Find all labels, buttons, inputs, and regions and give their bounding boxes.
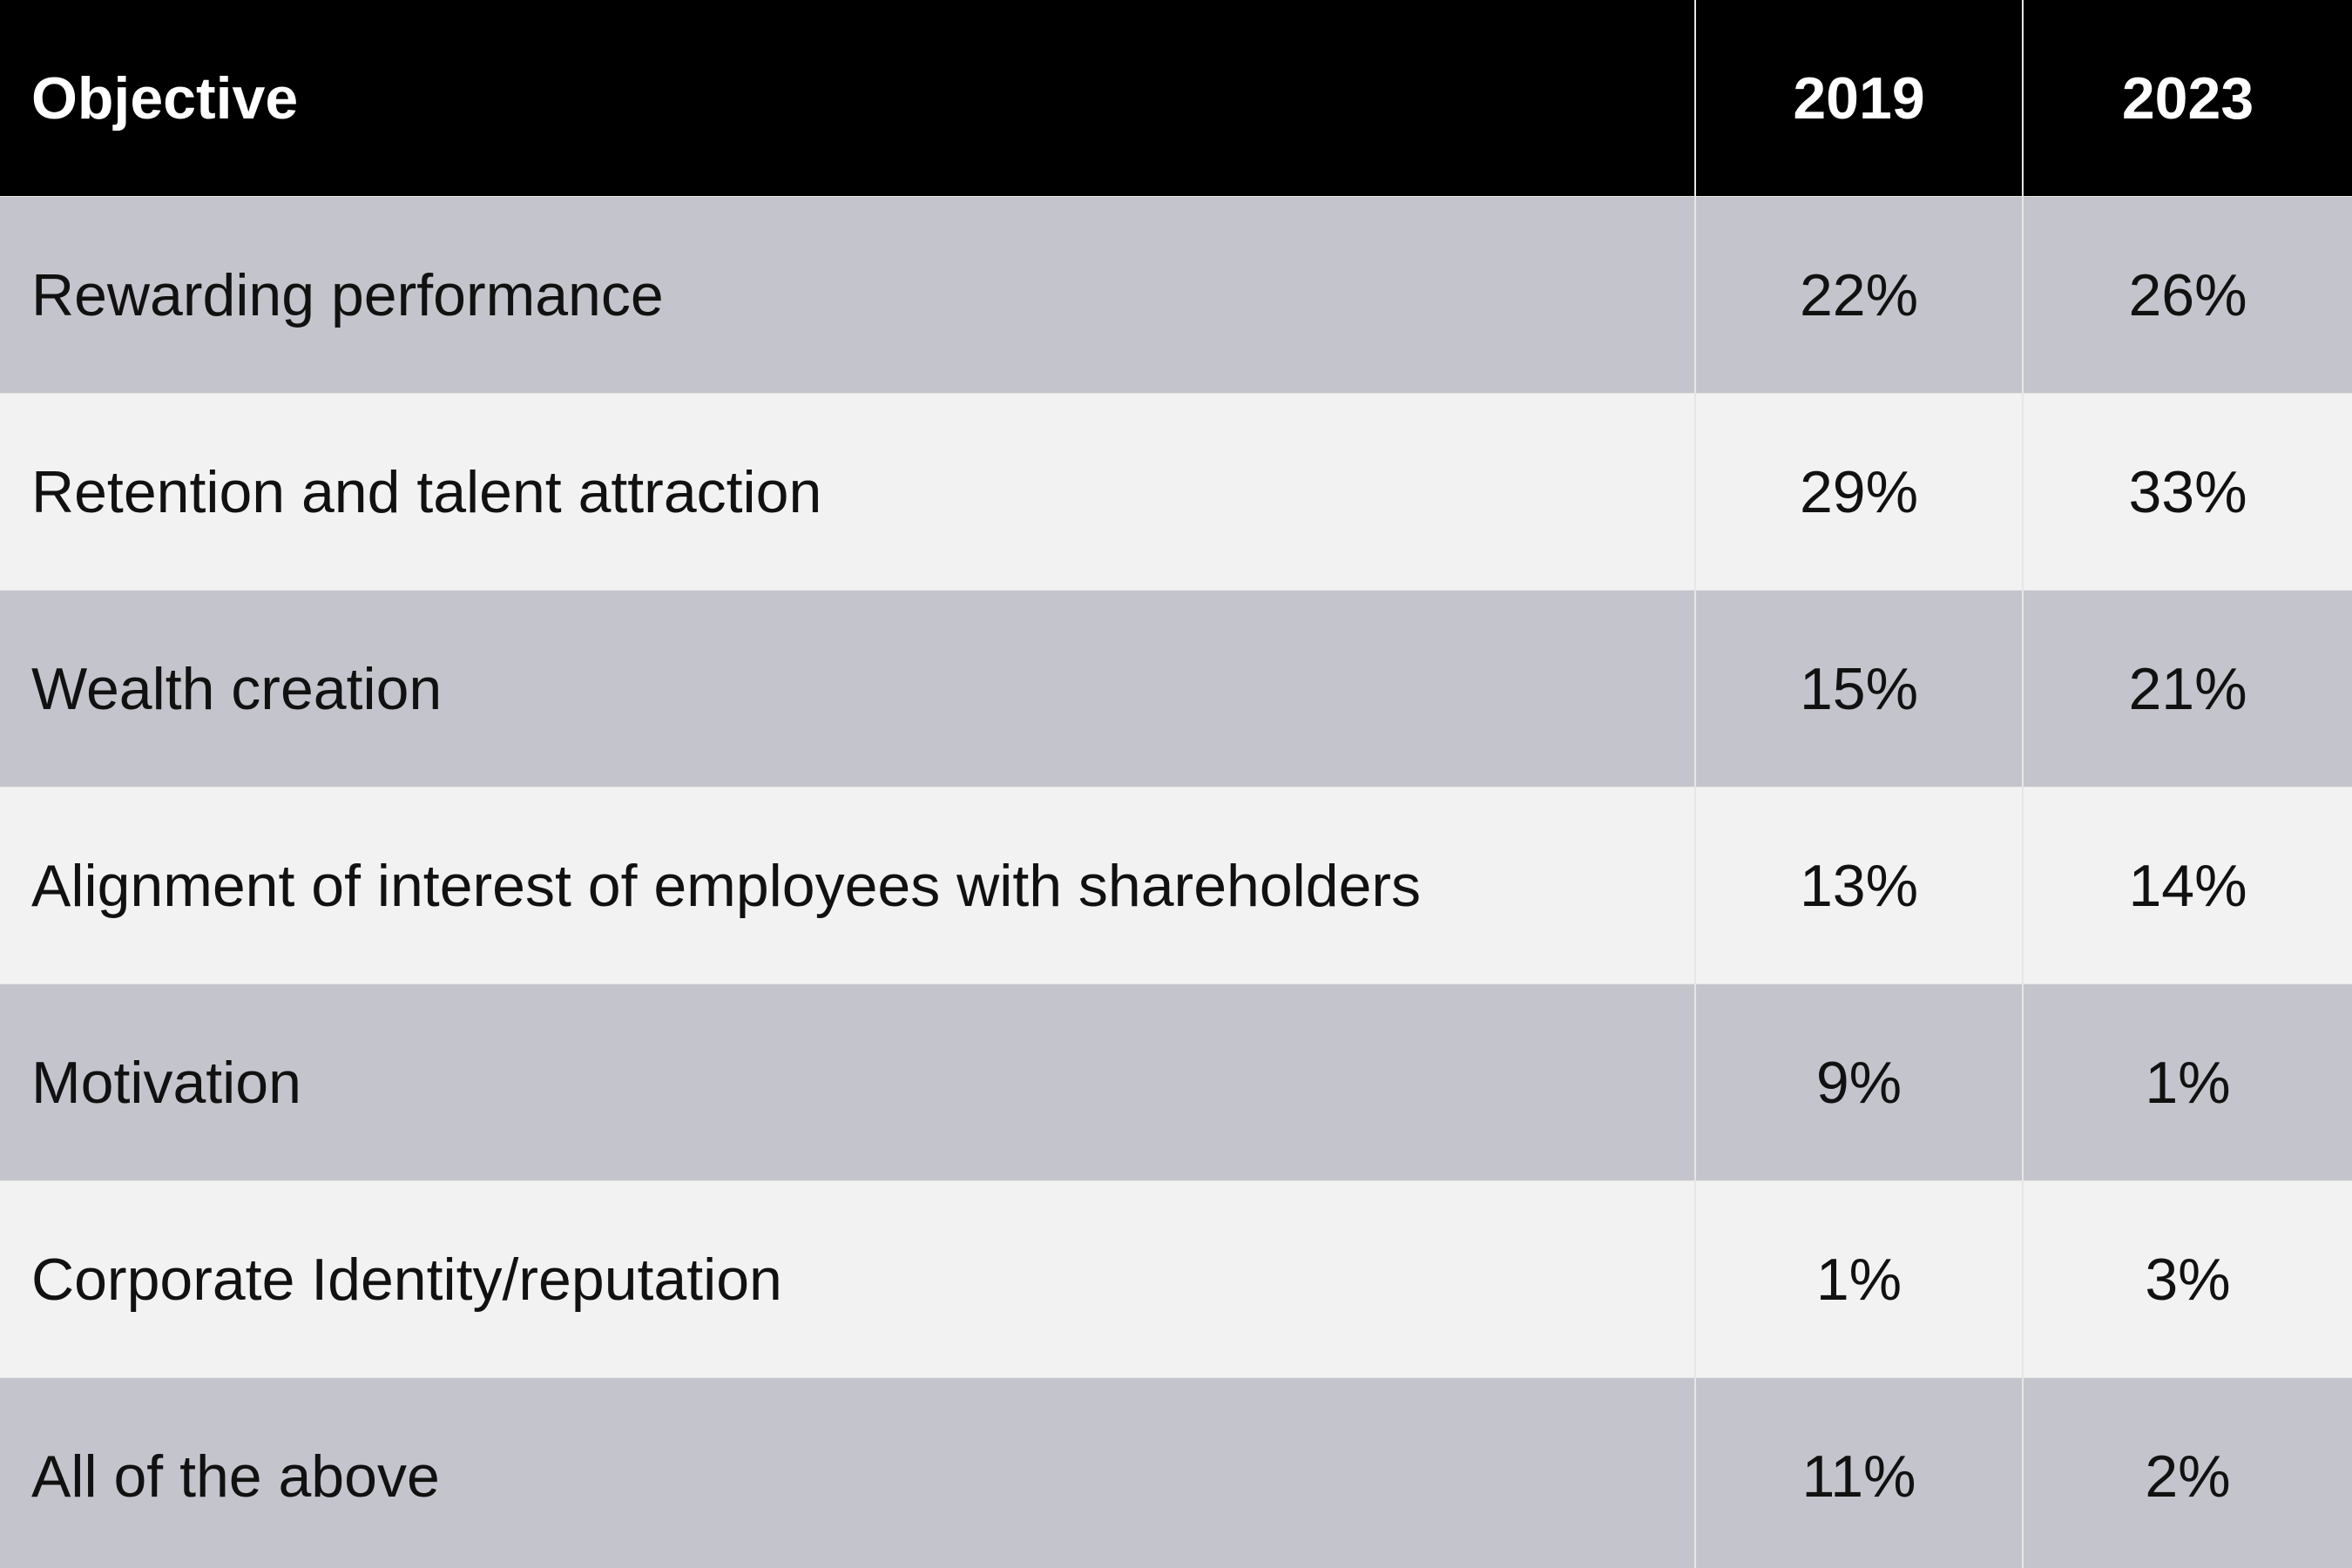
percent-cell: 9% [1695,983,2024,1181]
table-row: All of the above 11% 2% [0,1377,2352,1568]
table-row: Alignment of interest of employees with … [0,787,2352,984]
objective-cell: Rewarding performance [0,196,1696,394]
objective-cell: Corporate Identity/reputation [0,1180,1696,1378]
objective-cell: Wealth creation [0,590,1696,787]
table-head: Objective 2019 2023 [0,0,2352,197]
objective-cell: All of the above [0,1377,1696,1568]
percent-cell: 1% [2023,983,2352,1181]
table-body: Rewarding performance 22% 26% Retention and… [0,196,2352,1568]
header-cell: 2023 [2023,0,2352,197]
percent-cell: 26% [2023,196,2352,394]
percent-cell: 13% [1695,787,2024,984]
percent-cell: 11% [1695,1377,2024,1568]
table-row: Wealth creation 15% 21% [0,590,2352,787]
header-cell: 2019 [1695,0,2024,197]
table-row: Rewarding performance 22% 26% [0,196,2352,394]
table-row: Corporate Identity/reputation 1% 3% [0,1180,2352,1378]
percent-cell: 14% [2023,787,2352,984]
header-row: Objective 2019 2023 [0,0,2352,197]
percent-cell: 21% [2023,590,2352,787]
objective-cell: Retention and talent attraction [0,393,1696,591]
percent-cell: 1% [1695,1180,2024,1378]
percent-cell: 3% [2023,1180,2352,1378]
percent-cell: 2% [2023,1377,2352,1568]
objective-cell: Alignment of interest of employees with … [0,787,1696,984]
percent-cell: 29% [1695,393,2024,591]
objective-cell: Motivation [0,983,1696,1181]
table-row: Motivation 9% 1% [0,983,2352,1181]
percent-cell: 15% [1695,590,2024,787]
percent-cell: 33% [2023,393,2352,591]
table-row: Retention and talent attraction 29% 33% [0,393,2352,591]
header-cell: Objective [0,0,1696,197]
percent-cell: 22% [1695,196,2024,394]
